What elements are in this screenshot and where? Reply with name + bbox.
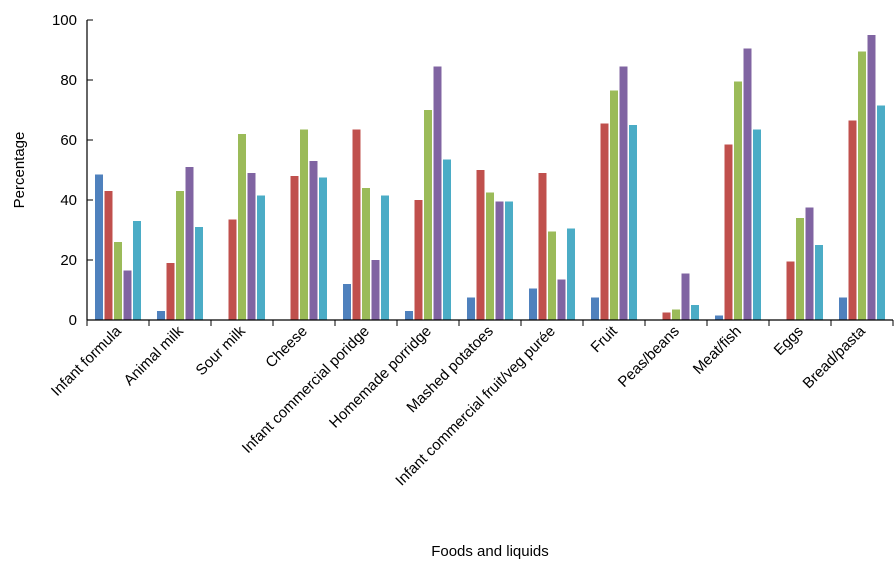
bar-5-1 (414, 200, 423, 320)
y-ticks: 0 20 40 60 80 100 (52, 12, 93, 329)
x-axis-title: Foods and liquids (431, 543, 549, 560)
bar-11-2 (796, 218, 804, 320)
bar-7-2 (548, 231, 556, 320)
bar-11-1 (786, 261, 795, 320)
bar-5-3 (433, 66, 442, 320)
bar-12-1 (848, 120, 857, 320)
bar-0-1 (104, 191, 113, 320)
bar-10-1 (724, 144, 733, 320)
y-tick-label: 40 (60, 192, 77, 209)
x-tick-label: Homemade porridge (326, 323, 435, 432)
bar-10-4 (753, 129, 761, 320)
y-tick-label: 80 (60, 72, 77, 89)
bar-2-3 (247, 173, 256, 320)
x-tick-label: Cheese (262, 323, 311, 372)
bar-6-3 (495, 201, 504, 320)
x-tick-label: Bread/pasta (800, 322, 870, 392)
bar-12-0 (839, 297, 847, 320)
bar-1-1 (166, 263, 175, 320)
bar-0-4 (133, 221, 141, 320)
bar-0-3 (123, 270, 132, 320)
bar-8-3 (619, 66, 628, 320)
bar-9-2 (672, 309, 680, 320)
x-tick-label: Fruit (588, 322, 622, 356)
x-tick-label: Peas/beans (615, 323, 683, 391)
bar-7-3 (557, 279, 566, 320)
bar-4-2 (362, 188, 370, 320)
y-tick-label: 0 (69, 312, 77, 329)
bar-8-2 (610, 90, 618, 320)
bar-4-4 (381, 195, 389, 320)
bar-8-0 (591, 297, 599, 320)
bar-2-4 (257, 195, 265, 320)
bar-4-1 (352, 129, 361, 320)
bar-9-4 (691, 305, 699, 320)
bar-8-1 (600, 123, 609, 320)
bar-7-0 (529, 288, 537, 320)
bar-6-1 (476, 170, 485, 320)
bar-8-4 (629, 125, 637, 320)
bar-2-2 (238, 134, 246, 320)
bar-6-4 (505, 201, 513, 320)
axes-layer (86, 20, 893, 321)
bar-12-2 (858, 51, 866, 320)
bar-1-2 (176, 191, 184, 320)
bar-4-0 (343, 284, 351, 320)
x-tick-label: Infant formula (48, 322, 125, 399)
bar-2-1 (228, 219, 237, 320)
bar-10-2 (734, 81, 742, 320)
bar-7-4 (567, 228, 575, 320)
bar-3-2 (300, 129, 308, 320)
bar-4-3 (371, 260, 380, 320)
bar-0-2 (114, 242, 122, 320)
bar-12-3 (867, 35, 876, 320)
bar-5-2 (424, 110, 432, 320)
x-tick-label: Sour milk (193, 322, 250, 379)
y-tick-label: 60 (60, 132, 77, 149)
x-tick-label: Meat/fish (690, 323, 745, 378)
bar-3-3 (309, 161, 318, 320)
bar-3-4 (319, 177, 327, 320)
y-axis-title: Percentage (11, 132, 28, 209)
bar-6-0 (467, 297, 475, 320)
bar-12-4 (877, 105, 885, 320)
bar-1-0 (157, 311, 165, 320)
bar-7-1 (538, 173, 547, 320)
bar-1-4 (195, 227, 203, 320)
bar-11-4 (815, 245, 823, 320)
bar-5-0 (405, 311, 413, 320)
x-tick-label: Infant commercial poridge (239, 323, 373, 457)
y-tick-label: 100 (52, 12, 77, 29)
bar-3-1 (290, 176, 299, 320)
bar-9-3 (681, 273, 690, 320)
bar-10-0 (715, 315, 723, 320)
bar-5-4 (443, 159, 451, 320)
x-tick-label: Eggs (771, 323, 807, 359)
x-tick-label: Animal milk (121, 322, 188, 389)
bar-6-2 (486, 192, 494, 320)
bar-11-3 (805, 207, 814, 320)
bar-0-0 (95, 174, 103, 320)
bar-1-3 (185, 167, 194, 320)
bar-10-3 (743, 48, 752, 320)
bars-layer (95, 35, 885, 320)
y-tick-label: 20 (60, 252, 77, 269)
bar-9-1 (662, 312, 671, 320)
